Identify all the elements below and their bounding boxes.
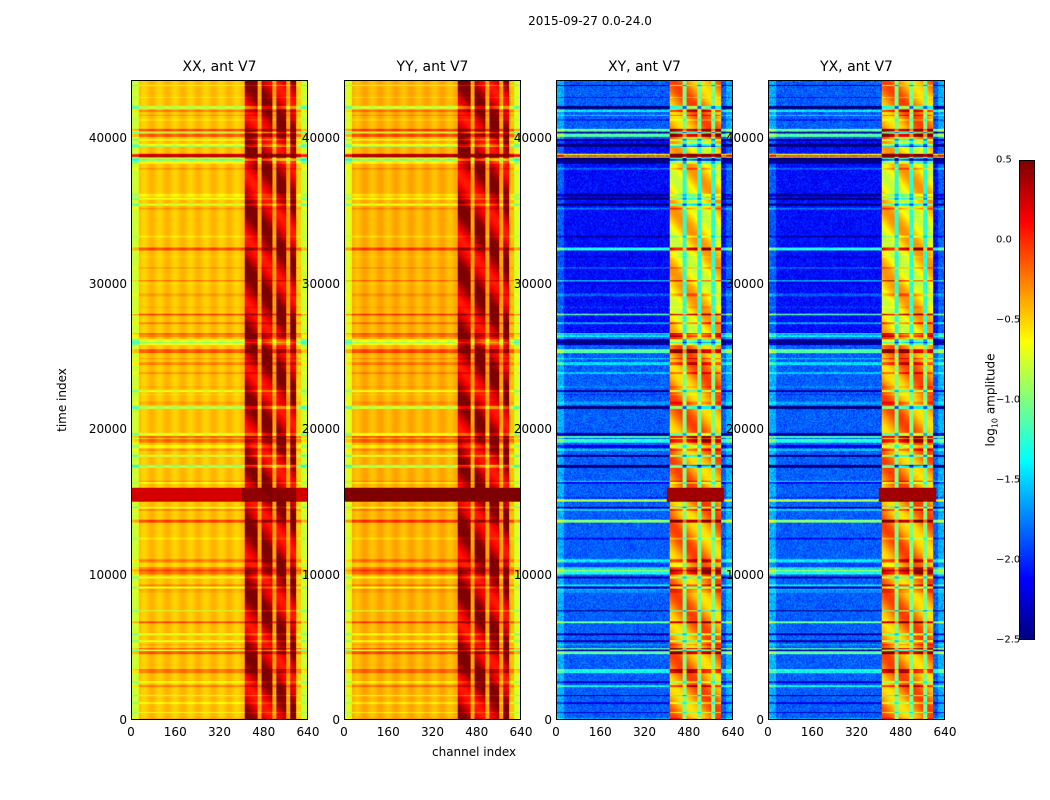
y-tick-label: 10000 <box>88 567 127 582</box>
x-tick-label: 640 <box>296 725 320 739</box>
x-tick-label: 160 <box>588 725 612 739</box>
panel-title: YX, ant V7 <box>820 59 893 75</box>
x-tick-label: 320 <box>421 725 444 739</box>
y-tick-label: 20000 <box>301 422 340 437</box>
x-tick-label: 480 <box>252 725 276 739</box>
x-tick-label: 320 <box>208 725 231 739</box>
y-tick-label: 40000 <box>88 131 127 146</box>
y-tick-label: 10000 <box>513 567 552 582</box>
y-tick-label: 30000 <box>88 276 127 291</box>
y-tick-label: 40000 <box>513 131 552 146</box>
y-tick-label: 10000 <box>301 567 340 582</box>
y-tick-label: 30000 <box>301 276 340 291</box>
panel-title: YY, ant V7 <box>396 59 469 75</box>
x-tick-label: 0 <box>340 725 348 739</box>
heatmap-panel-0: XX, ant V7 <box>131 59 308 720</box>
panel-title: XX, ant V7 <box>182 59 257 75</box>
heatmap-image <box>345 81 520 719</box>
colorbar-label: log10 amplitude <box>983 353 1000 447</box>
y-tick-label: 20000 <box>725 422 764 437</box>
x-axis-label: channel index <box>432 745 517 759</box>
y-tick-label: 20000 <box>513 422 552 437</box>
colorbar <box>1019 160 1035 640</box>
x-tick-label: 160 <box>376 725 400 739</box>
x-tick-label: 480 <box>677 725 701 739</box>
y-tick-label: 40000 <box>725 131 764 146</box>
y-tick-label: 10000 <box>725 567 764 582</box>
heatmap-image <box>132 81 307 719</box>
x-tick-label: 0 <box>764 725 772 739</box>
heatmap-image <box>557 81 732 719</box>
y-tick-label: 0 <box>756 713 764 727</box>
x-tick-label: 320 <box>845 725 868 739</box>
heatmap-panel-3: YX, ant V7 <box>768 59 945 720</box>
y-tick-label: 20000 <box>88 422 127 437</box>
x-tick-label: 0 <box>127 725 135 739</box>
y-tick-label: 30000 <box>513 276 552 291</box>
x-tick-label: 640 <box>721 725 745 739</box>
x-tick-label: 480 <box>889 725 913 739</box>
colorbar-tick-label: −2.5 <box>996 634 1021 646</box>
heatmap-panel-1: YY, ant V7 <box>344 59 521 720</box>
y-tick-label: 40000 <box>301 131 340 146</box>
y-tick-label: 0 <box>544 713 552 727</box>
x-tick-label: 640 <box>933 725 957 739</box>
y-tick-label: 0 <box>119 713 127 727</box>
colorbar-tick-label: 0.0 <box>996 234 1012 246</box>
x-tick-label: 320 <box>633 725 656 739</box>
colorbar-tick-label: −2.0 <box>996 554 1021 566</box>
heatmap-image <box>769 81 944 719</box>
colorbar-tick-label: −1.0 <box>996 394 1021 406</box>
colorbar-tick-label: −1.5 <box>996 474 1021 486</box>
y-tick-label: 0 <box>332 713 340 727</box>
x-tick-label: 160 <box>800 725 824 739</box>
x-tick-label: 160 <box>163 725 187 739</box>
x-tick-label: 640 <box>509 725 533 739</box>
y-tick-label: 30000 <box>725 276 764 291</box>
colorbar-tick-label: −0.5 <box>996 314 1021 326</box>
colorbar-tick-label: 0.5 <box>996 154 1012 166</box>
panel-title: XY, ant V7 <box>608 59 681 75</box>
x-tick-label: 0 <box>552 725 560 739</box>
y-axis-label: time index <box>54 368 69 432</box>
figure-title: 2015-09-27 0.0-24.0 <box>528 14 652 28</box>
heatmap-panel-2: XY, ant V7 <box>556 59 733 720</box>
x-tick-label: 480 <box>465 725 489 739</box>
